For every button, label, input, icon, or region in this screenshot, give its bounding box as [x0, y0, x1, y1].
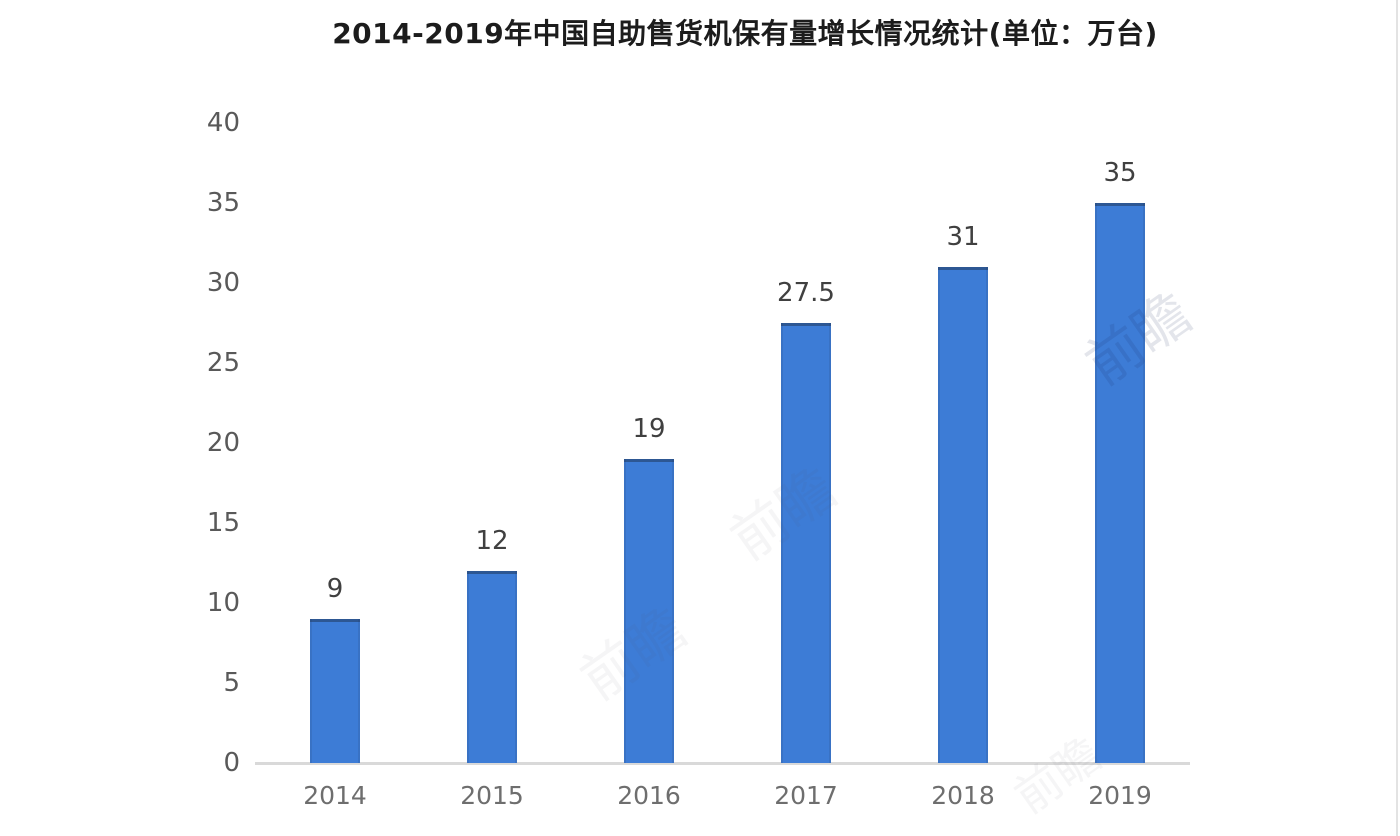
bar-2018 [938, 267, 988, 763]
y-axis-tick-label: 25 [206, 348, 240, 378]
bar-2017 [781, 323, 831, 763]
bar-value-label: 19 [632, 414, 666, 444]
bar-value-label: 27.5 [777, 278, 835, 308]
y-axis-tick-label: 15 [206, 508, 240, 538]
bar-2015 [467, 571, 517, 763]
chart-title: 2014-2019年中国自助售货机保有量增长情况统计(单位：万台) [332, 17, 1158, 50]
y-axis-tick-label: 20 [206, 428, 240, 458]
x-axis-tick-label: 2016 [617, 781, 681, 810]
y-axis-tick-label: 40 [206, 108, 240, 138]
x-axis-tick-label: 2015 [460, 781, 524, 810]
x-axis-line [255, 762, 1190, 765]
x-axis-tick-label: 2014 [303, 781, 367, 810]
x-axis-tick-label: 2018 [931, 781, 995, 810]
bar-value-label: 9 [326, 574, 344, 604]
y-axis-tick-label: 0 [223, 748, 240, 778]
bar-2014 [310, 619, 360, 763]
bar-2016 [624, 459, 674, 763]
image-right-edge-line [1396, 0, 1398, 836]
y-axis-tick-label: 35 [206, 188, 240, 218]
y-axis-tick-label: 10 [206, 588, 240, 618]
x-axis-tick-label: 2019 [1088, 781, 1152, 810]
bar-value-label: 12 [475, 526, 509, 556]
y-axis-tick-label: 30 [206, 268, 240, 298]
y-axis-tick-label: 5 [223, 668, 240, 698]
bar-value-label: 31 [946, 222, 980, 252]
bar-value-label: 35 [1103, 158, 1137, 188]
bar-2019 [1095, 203, 1145, 763]
x-axis-tick-label: 2017 [774, 781, 838, 810]
